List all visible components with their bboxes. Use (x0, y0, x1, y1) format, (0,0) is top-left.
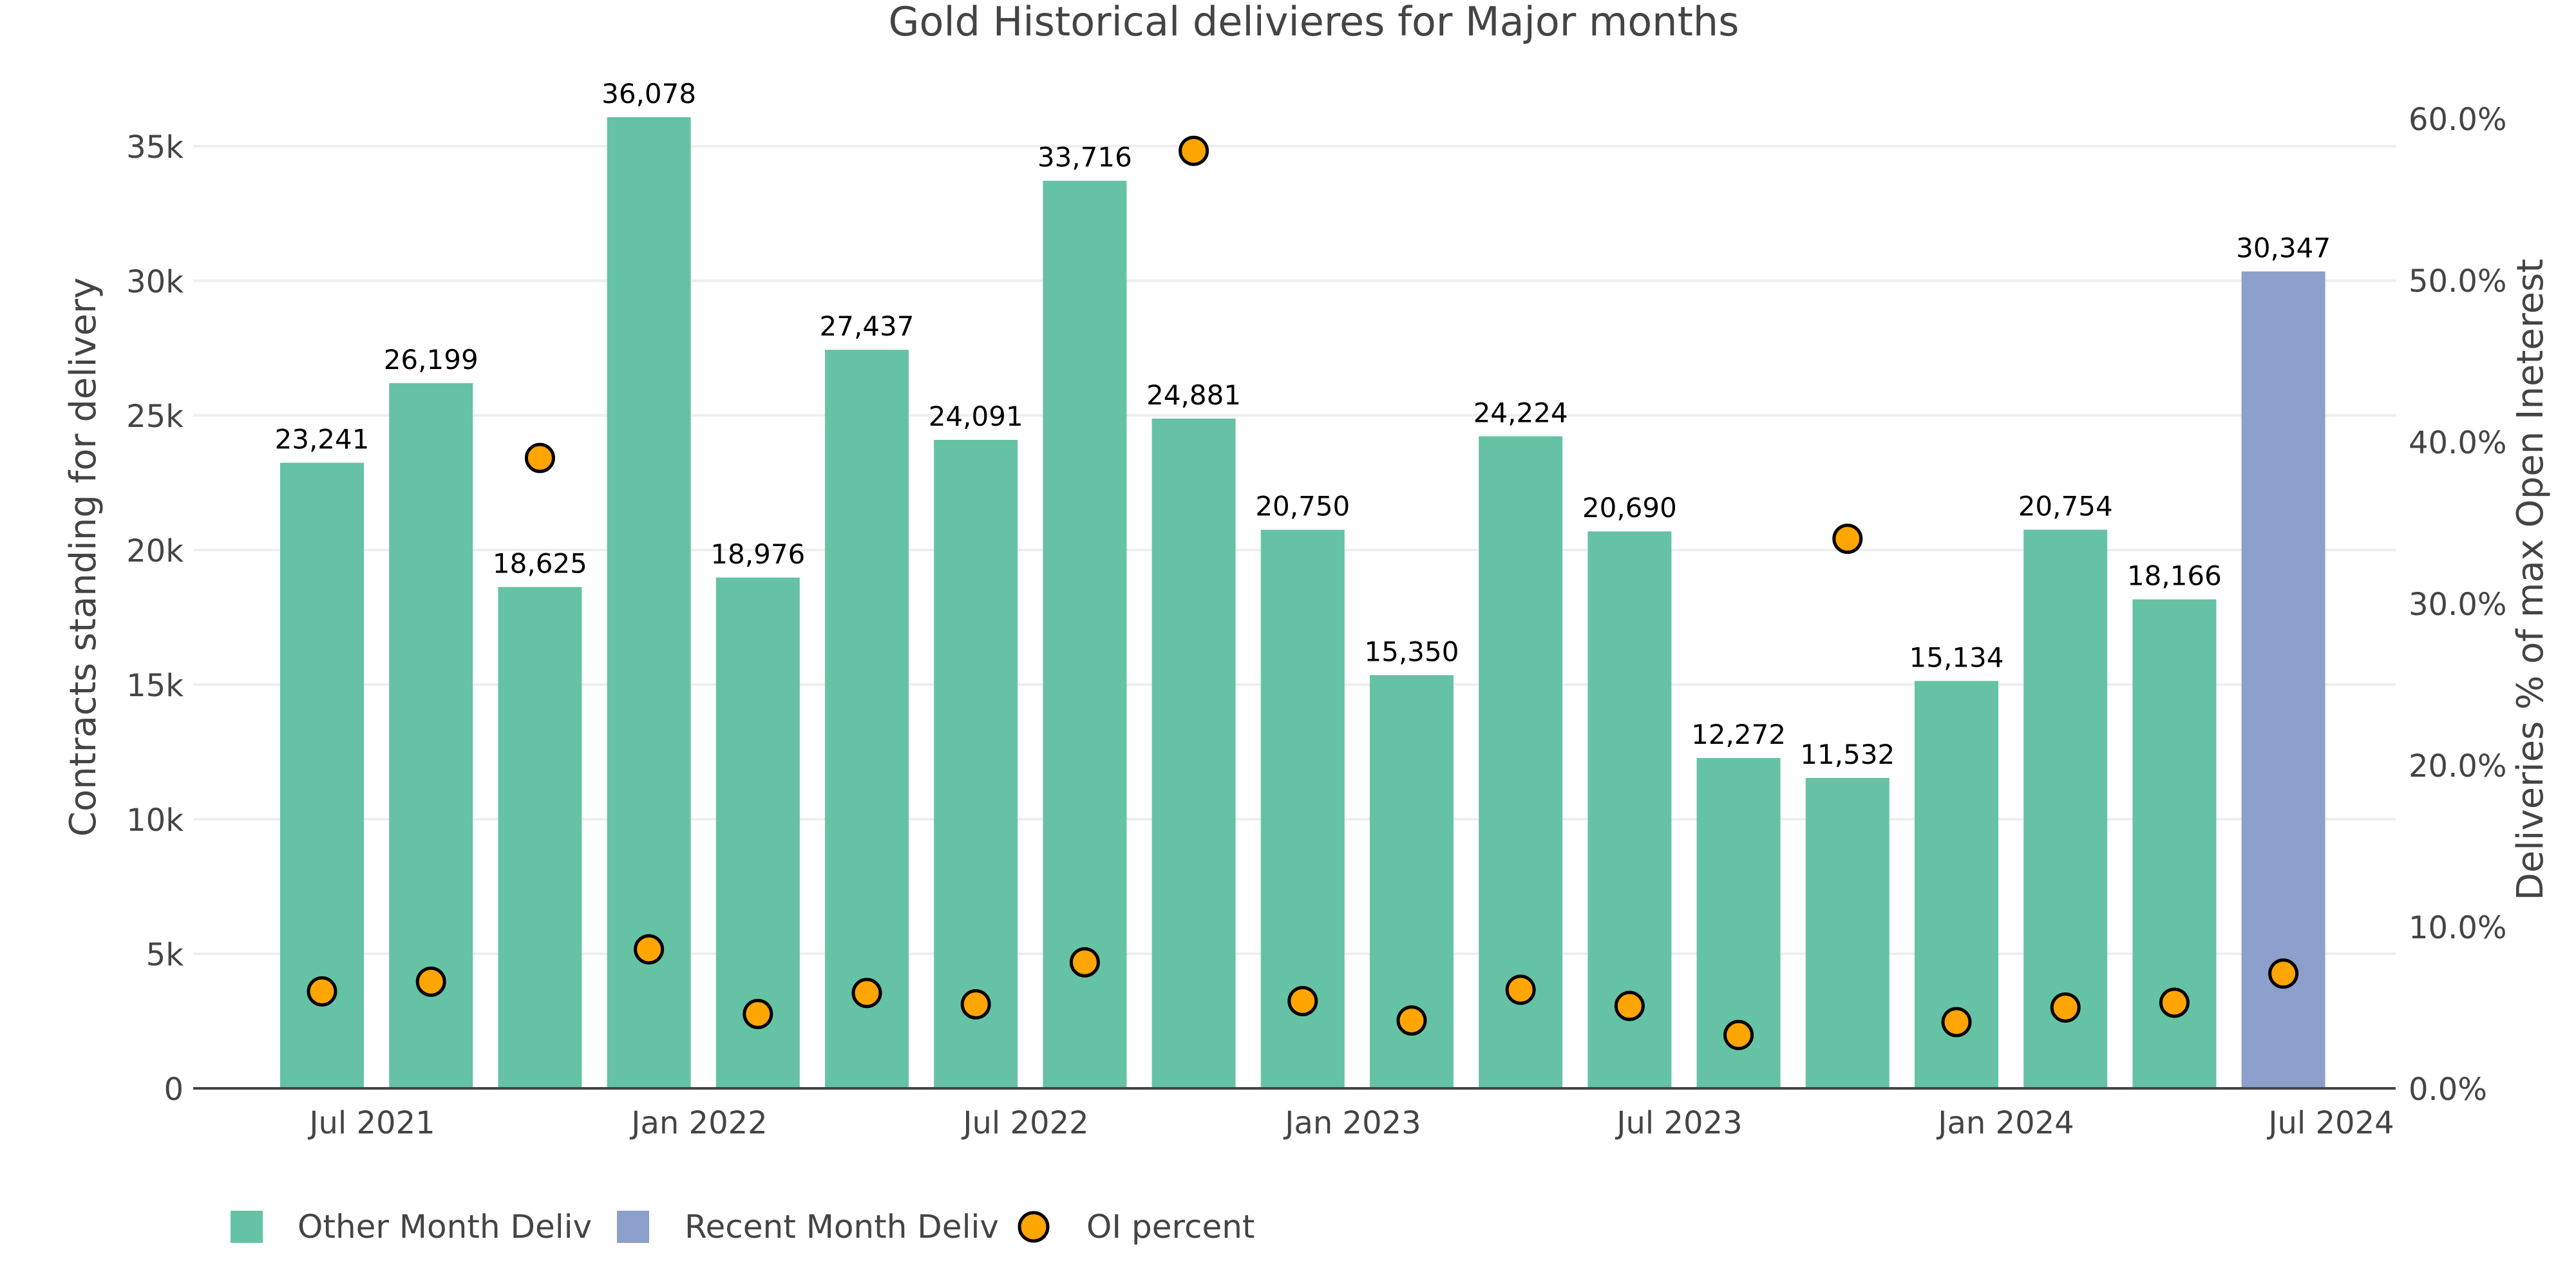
y2-tick-label: 40.0% (2409, 425, 2506, 461)
legend-label-recent: Recent Month Deliv (685, 1208, 999, 1245)
oi-percent-point (2268, 958, 2299, 989)
y2-tick-label: 0.0% (2409, 1072, 2487, 1108)
oi-percent-point (634, 934, 665, 965)
legend-label-oi: OI percent (1086, 1208, 1255, 1245)
bar-other-month (825, 350, 909, 1088)
x-tick-label: Jan 2024 (1936, 1105, 2074, 1141)
oi-percent-point (1832, 524, 1863, 554)
bar-other-month (1805, 777, 1889, 1088)
oi-percent-point (1723, 1019, 1754, 1050)
x-tick-label: Jul 2023 (1615, 1105, 1742, 1141)
y-tick-label: 25k (126, 399, 184, 435)
y2-axis-title: Deliveries % of max Open Ineterest (2510, 259, 2552, 901)
oi-points-group (307, 135, 2299, 1050)
bar-value-label: 30,347 (2236, 232, 2331, 263)
legend-label-other: Other Month Deliv (298, 1208, 592, 1245)
oi-percent-point (1614, 990, 1645, 1021)
bar-value-label: 20,754 (2018, 490, 2113, 522)
bar-value-label: 33,716 (1037, 142, 1132, 173)
y-tick-label: 35k (126, 129, 184, 166)
y-tick-label: 0 (164, 1072, 184, 1108)
oi-percent-point (743, 999, 773, 1030)
bar-value-label: 27,437 (820, 310, 914, 342)
y-axis-title: Contracts standing for delivery (62, 278, 104, 837)
bar-other-month (934, 439, 1018, 1088)
bar-value-label: 18,166 (2127, 560, 2222, 592)
bar-value-label: 20,750 (1255, 491, 1350, 522)
oi-percent-point (307, 976, 337, 1007)
bar-value-label: 18,976 (710, 538, 805, 570)
bar-value-label: 15,350 (1365, 636, 1459, 667)
bar-value-label: 24,881 (1146, 379, 1241, 411)
oi-percent-point (1396, 1005, 1427, 1036)
bar-value-label: 15,134 (1909, 641, 2004, 673)
oi-percent-point (851, 978, 882, 1009)
y-tick-label: 5k (146, 937, 184, 973)
bar-other-month (1043, 180, 1127, 1089)
legend-swatch-recent (617, 1211, 649, 1243)
y2-axis-ticks: 0.0% 10.0% 20.0% 30.0% 40.0% 50.0% 60.0% (2409, 102, 2506, 1108)
y-tick-label: 20k (126, 533, 184, 569)
bar-value-label: 24,091 (929, 401, 1023, 432)
bars-group (280, 117, 2325, 1089)
oi-percent-point (524, 442, 555, 473)
x-axis-ticks: Jul 2021 Jan 2022 Jul 2022 Jan 2023 Jul 2023… (307, 1105, 2394, 1141)
chart-title: Gold Historical delivieres for Major mon… (888, 0, 1739, 45)
x-tick-label: Jan 2022 (629, 1105, 767, 1141)
bar-other-month (1151, 418, 1236, 1089)
bar-recent-month (2241, 271, 2325, 1089)
oi-percent-point (1287, 985, 1318, 1016)
x-tick-label: Jan 2023 (1283, 1105, 1421, 1141)
bar-value-label: 20,690 (1582, 492, 1677, 524)
y-tick-label: 30k (126, 264, 184, 300)
y-axis-ticks: 0 5k 10k 15k 20k 25k 30k 35k (126, 129, 184, 1108)
x-tick-label: Jul 2022 (961, 1105, 1088, 1141)
legend-marker-oi (1018, 1211, 1050, 1243)
bar-labels-group: 23,241 26,199 18,625 36,078 18,976 27,437 24,0… (275, 78, 2331, 770)
bar-value-label: 12,272 (1691, 719, 1786, 750)
oi-percent-point (1941, 1007, 1972, 1037)
y2-tick-label: 60.0% (2409, 102, 2506, 138)
oi-percent-point (1505, 974, 1536, 1005)
y2-tick-label: 50.0% (2409, 263, 2506, 299)
oi-percent-point (2159, 987, 2190, 1018)
oi-percent-point (1179, 135, 1209, 166)
oi-percent-point (2050, 992, 2081, 1023)
bar-other-month (607, 117, 691, 1089)
y-tick-label: 10k (126, 802, 184, 838)
y2-tick-label: 20.0% (2409, 748, 2506, 784)
oi-percent-point (1069, 947, 1100, 978)
bar-value-label: 18,625 (493, 547, 587, 579)
bar-value-label: 36,078 (601, 78, 696, 109)
x-tick-label: Jul 2021 (307, 1105, 435, 1141)
legend-swatch-other (231, 1211, 263, 1243)
bar-value-label: 24,224 (1473, 397, 1568, 428)
bar-value-label: 26,199 (384, 344, 478, 375)
bar-value-label: 11,532 (1800, 739, 1895, 770)
bar-value-label: 23,241 (275, 424, 370, 455)
x-tick-label: Jul 2024 (2266, 1105, 2394, 1141)
oi-percent-point (415, 966, 446, 997)
oi-percent-point (960, 989, 991, 1019)
bar-other-month (498, 587, 582, 1088)
legend: Other Month Deliv Recent Month Deliv OI … (231, 1208, 1255, 1245)
y-tick-label: 15k (126, 668, 184, 704)
y2-tick-label: 10.0% (2409, 910, 2506, 946)
y2-tick-label: 30.0% (2409, 587, 2506, 623)
